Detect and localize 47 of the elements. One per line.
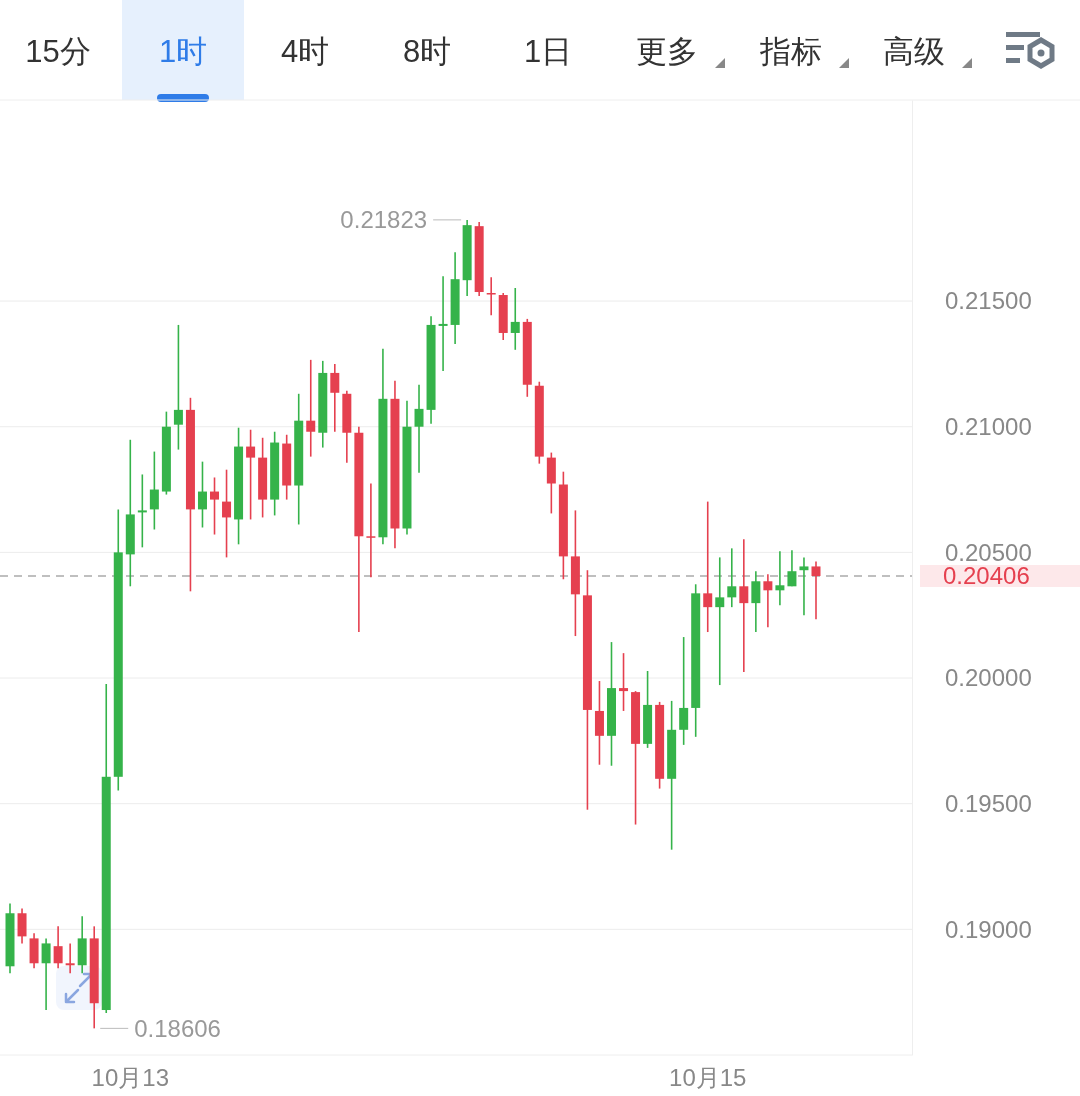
- candlestick: [727, 547, 737, 608]
- candlestick: [703, 500, 713, 633]
- candlestick: [510, 287, 520, 351]
- text: 4时: [280, 34, 330, 69]
- candlestick: [53, 925, 63, 970]
- candlestick: [679, 636, 689, 746]
- candlestick: [438, 275, 448, 372]
- text: 1时: [158, 34, 208, 69]
- annotation: 0.18606: [134, 1014, 221, 1042]
- candlestick: [751, 570, 761, 633]
- text: 15分: [25, 34, 91, 69]
- y-tick-label: 0.21000: [945, 412, 1032, 440]
- candlestick: [41, 937, 51, 1011]
- candlestick: [17, 907, 27, 945]
- candlestick: [173, 324, 183, 451]
- y-tick-label: 0.19500: [945, 789, 1032, 817]
- x-tick-label: 10月13: [91, 1064, 169, 1091]
- candlestick: [486, 276, 496, 316]
- y-tick-label: 0.19000: [945, 915, 1032, 943]
- x-tick-label: 10月15: [669, 1064, 747, 1091]
- text: 8时: [402, 34, 452, 69]
- text: 更多: [636, 34, 698, 69]
- candlestick: [414, 383, 424, 474]
- candlestick: [330, 363, 340, 433]
- candlestick: [811, 560, 821, 621]
- candlestick: [763, 573, 773, 629]
- candlestick: [775, 550, 785, 606]
- candlestick: [739, 538, 749, 673]
- candlestick: [715, 556, 725, 686]
- annotation: 0.21823: [340, 206, 428, 234]
- text: 1日: [523, 34, 573, 69]
- candlestick: [787, 549, 797, 588]
- candlestick: [210, 476, 220, 536]
- candlestick: [222, 468, 232, 559]
- candlestick: [799, 556, 809, 616]
- candlestick: [366, 482, 376, 579]
- y-tick-label: 0.21500: [945, 287, 1032, 315]
- candlestick: [149, 450, 159, 531]
- candlestick: [197, 460, 207, 529]
- candlestick: [137, 473, 147, 549]
- candlestick: [65, 942, 75, 975]
- text: 指标: [759, 34, 822, 69]
- y-tick-label: 0.20000: [945, 664, 1032, 692]
- candlestick: [306, 359, 316, 458]
- candlestick: [246, 428, 256, 521]
- candlestick: [619, 652, 629, 712]
- text: 高级: [883, 34, 945, 69]
